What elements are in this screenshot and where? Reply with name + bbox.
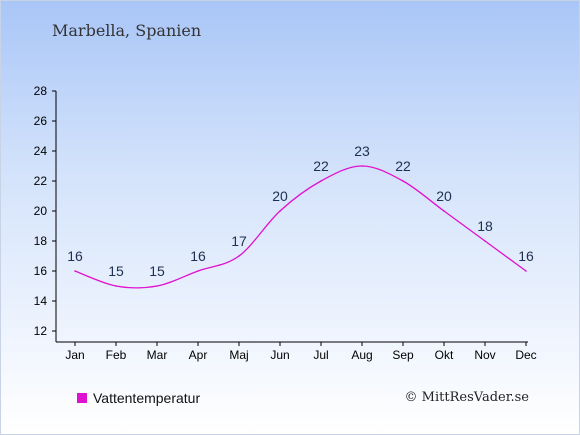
- x-tick-label: Jan: [65, 348, 84, 362]
- x-tick-label: Aug: [351, 348, 372, 362]
- y-tick-label: 12: [34, 324, 48, 338]
- data-label: 16: [518, 248, 534, 264]
- data-point: [320, 180, 322, 182]
- x-tick-label: Sep: [392, 348, 414, 362]
- y-tick-label: 18: [34, 234, 48, 248]
- x-tick-label: Feb: [106, 348, 127, 362]
- legend: Vattentemperatur: [77, 390, 200, 406]
- data-label: 15: [108, 263, 124, 279]
- data-point: [279, 210, 281, 212]
- x-tick-label: Dec: [515, 348, 536, 362]
- data-point: [115, 285, 117, 287]
- x-tick-label: Apr: [189, 348, 208, 362]
- x-tick-label: Maj: [229, 348, 248, 362]
- data-label: 16: [190, 248, 206, 264]
- series-line: [74, 165, 527, 289]
- data-point: [443, 210, 445, 212]
- y-tick-label: 14: [34, 294, 48, 308]
- y-tick-label: 20: [34, 204, 48, 218]
- y-tick-label: 22: [34, 174, 48, 188]
- y-tick-label: 26: [34, 114, 48, 128]
- data-point: [238, 255, 240, 257]
- x-tick-label: Jul: [313, 348, 328, 362]
- data-point: [74, 270, 76, 272]
- data-point: [361, 165, 363, 167]
- credit-text: © MittResVader.se: [404, 390, 529, 405]
- data-label: 22: [313, 158, 329, 174]
- data-label: 18: [477, 218, 493, 234]
- data-point: [402, 180, 404, 182]
- chart-title: Marbella, Spanien: [52, 21, 202, 40]
- y-tick-label: 28: [34, 84, 48, 98]
- x-tick-label: Mar: [147, 348, 168, 362]
- data-label: 15: [149, 263, 165, 279]
- data-point: [156, 285, 158, 287]
- legend-swatch: [77, 393, 87, 403]
- y-tick-label: 24: [34, 144, 48, 158]
- data-point: [197, 270, 199, 272]
- data-point: [525, 270, 527, 272]
- data-label: 23: [354, 143, 370, 159]
- data-label: 17: [231, 233, 247, 249]
- legend-label: Vattentemperatur: [93, 390, 201, 406]
- x-tick-label: Nov: [474, 348, 495, 362]
- data-label: 16: [67, 248, 83, 264]
- x-tick-label: Jun: [270, 348, 289, 362]
- data-label: 20: [272, 188, 288, 204]
- data-point: [484, 240, 486, 242]
- y-tick-label: 16: [34, 264, 48, 278]
- data-label: 20: [436, 188, 452, 204]
- x-tick-label: Okt: [435, 348, 454, 362]
- data-label: 22: [395, 158, 411, 174]
